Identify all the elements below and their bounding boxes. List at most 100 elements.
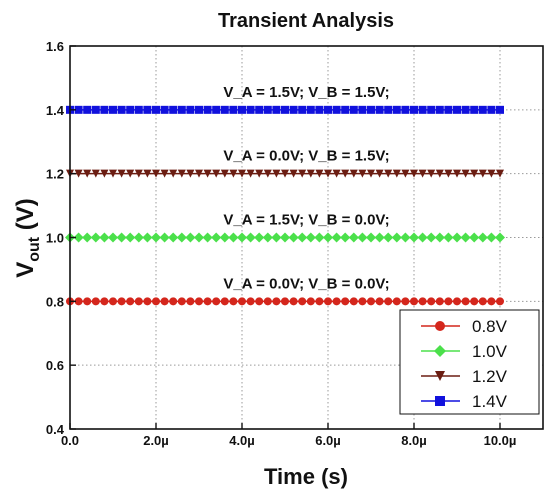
data-point — [306, 297, 315, 306]
x-tick-label: 10.0µ — [484, 433, 517, 448]
data-point — [168, 232, 179, 243]
data-point — [453, 105, 461, 114]
data-point — [305, 232, 316, 243]
data-point — [246, 105, 255, 114]
data-point — [73, 232, 84, 243]
data-point — [314, 232, 325, 243]
data-point — [332, 297, 341, 306]
data-point — [83, 105, 92, 114]
data-point — [418, 105, 427, 114]
data-point — [297, 232, 308, 243]
data-point — [324, 169, 332, 178]
data-point — [117, 105, 126, 114]
y-tick-label: 1.0 — [46, 231, 64, 246]
data-point — [99, 232, 110, 243]
data-point — [143, 105, 152, 114]
data-point — [229, 169, 238, 178]
data-point — [152, 105, 160, 114]
data-point — [185, 232, 196, 243]
data-point — [90, 232, 101, 243]
data-point — [298, 105, 307, 114]
data-point — [109, 297, 117, 306]
data-point — [434, 232, 445, 243]
data-point — [409, 232, 419, 243]
legend-marker — [435, 396, 445, 406]
data-point — [487, 297, 496, 306]
data-point — [315, 105, 324, 114]
data-point — [417, 232, 428, 243]
data-point — [358, 297, 367, 306]
data-point — [91, 297, 100, 306]
data-point — [374, 232, 385, 243]
data-point — [177, 105, 186, 114]
data-point — [392, 105, 401, 114]
data-point — [392, 297, 401, 306]
data-point — [340, 232, 351, 243]
data-point — [281, 169, 289, 178]
x-axis-label: Time (s) — [264, 464, 348, 489]
data-point — [203, 105, 212, 114]
data-point — [134, 169, 143, 178]
data-point — [384, 169, 393, 178]
data-point — [470, 105, 479, 114]
data-point — [125, 232, 136, 243]
data-point — [219, 232, 230, 243]
data-point — [298, 169, 307, 178]
data-point — [341, 169, 350, 178]
data-point — [186, 169, 195, 178]
data-point — [444, 297, 453, 306]
data-point — [453, 169, 461, 178]
data-point — [358, 105, 367, 114]
data-point — [194, 232, 204, 243]
data-point — [262, 232, 273, 243]
data-point — [366, 232, 376, 243]
data-point — [220, 105, 229, 114]
data-point — [177, 169, 186, 178]
data-point — [100, 169, 109, 178]
data-point — [391, 232, 402, 243]
data-point — [202, 232, 213, 243]
data-point — [116, 232, 127, 243]
data-point — [496, 297, 504, 306]
data-point — [159, 232, 170, 243]
y-tick-label: 0.8 — [46, 294, 64, 309]
legend-marker — [434, 345, 446, 357]
data-point — [444, 105, 453, 114]
data-point — [212, 297, 221, 306]
data-point — [496, 105, 504, 114]
legend: 0.8V 1.0V 1.2V 1.4V — [399, 309, 540, 415]
data-point — [298, 297, 307, 306]
legend-box — [399, 309, 540, 415]
data-point — [496, 169, 504, 178]
y-tick-label: 1.2 — [46, 167, 64, 182]
data-point — [444, 169, 453, 178]
data-point — [435, 297, 444, 306]
data-point — [315, 297, 324, 306]
data-point — [478, 297, 487, 306]
data-point — [401, 105, 410, 114]
data-point — [427, 297, 436, 306]
data-point — [91, 169, 100, 178]
series-annotation: V_A = 1.5V; V_B = 0.0V; — [223, 212, 389, 229]
data-point — [435, 105, 444, 114]
data-point — [478, 169, 487, 178]
data-point — [152, 297, 160, 306]
data-point — [384, 297, 393, 306]
data-point — [126, 169, 135, 178]
data-point — [410, 105, 418, 114]
annotations: V_A = 0.0V; V_B = 0.0V; V_A = 1.5V; V_B =… — [223, 84, 389, 293]
data-point — [324, 105, 332, 114]
x-tick-label: 6.0µ — [315, 433, 341, 448]
data-point — [246, 169, 255, 178]
data-point — [280, 232, 290, 243]
data-point — [281, 105, 289, 114]
x-tick-label: 8.0µ — [401, 433, 427, 448]
data-point — [323, 232, 333, 243]
data-point — [460, 232, 471, 243]
data-point — [453, 297, 461, 306]
data-point — [487, 105, 496, 114]
data-point — [401, 297, 410, 306]
data-point — [82, 232, 93, 243]
data-point — [410, 297, 418, 306]
data-point — [152, 169, 160, 178]
